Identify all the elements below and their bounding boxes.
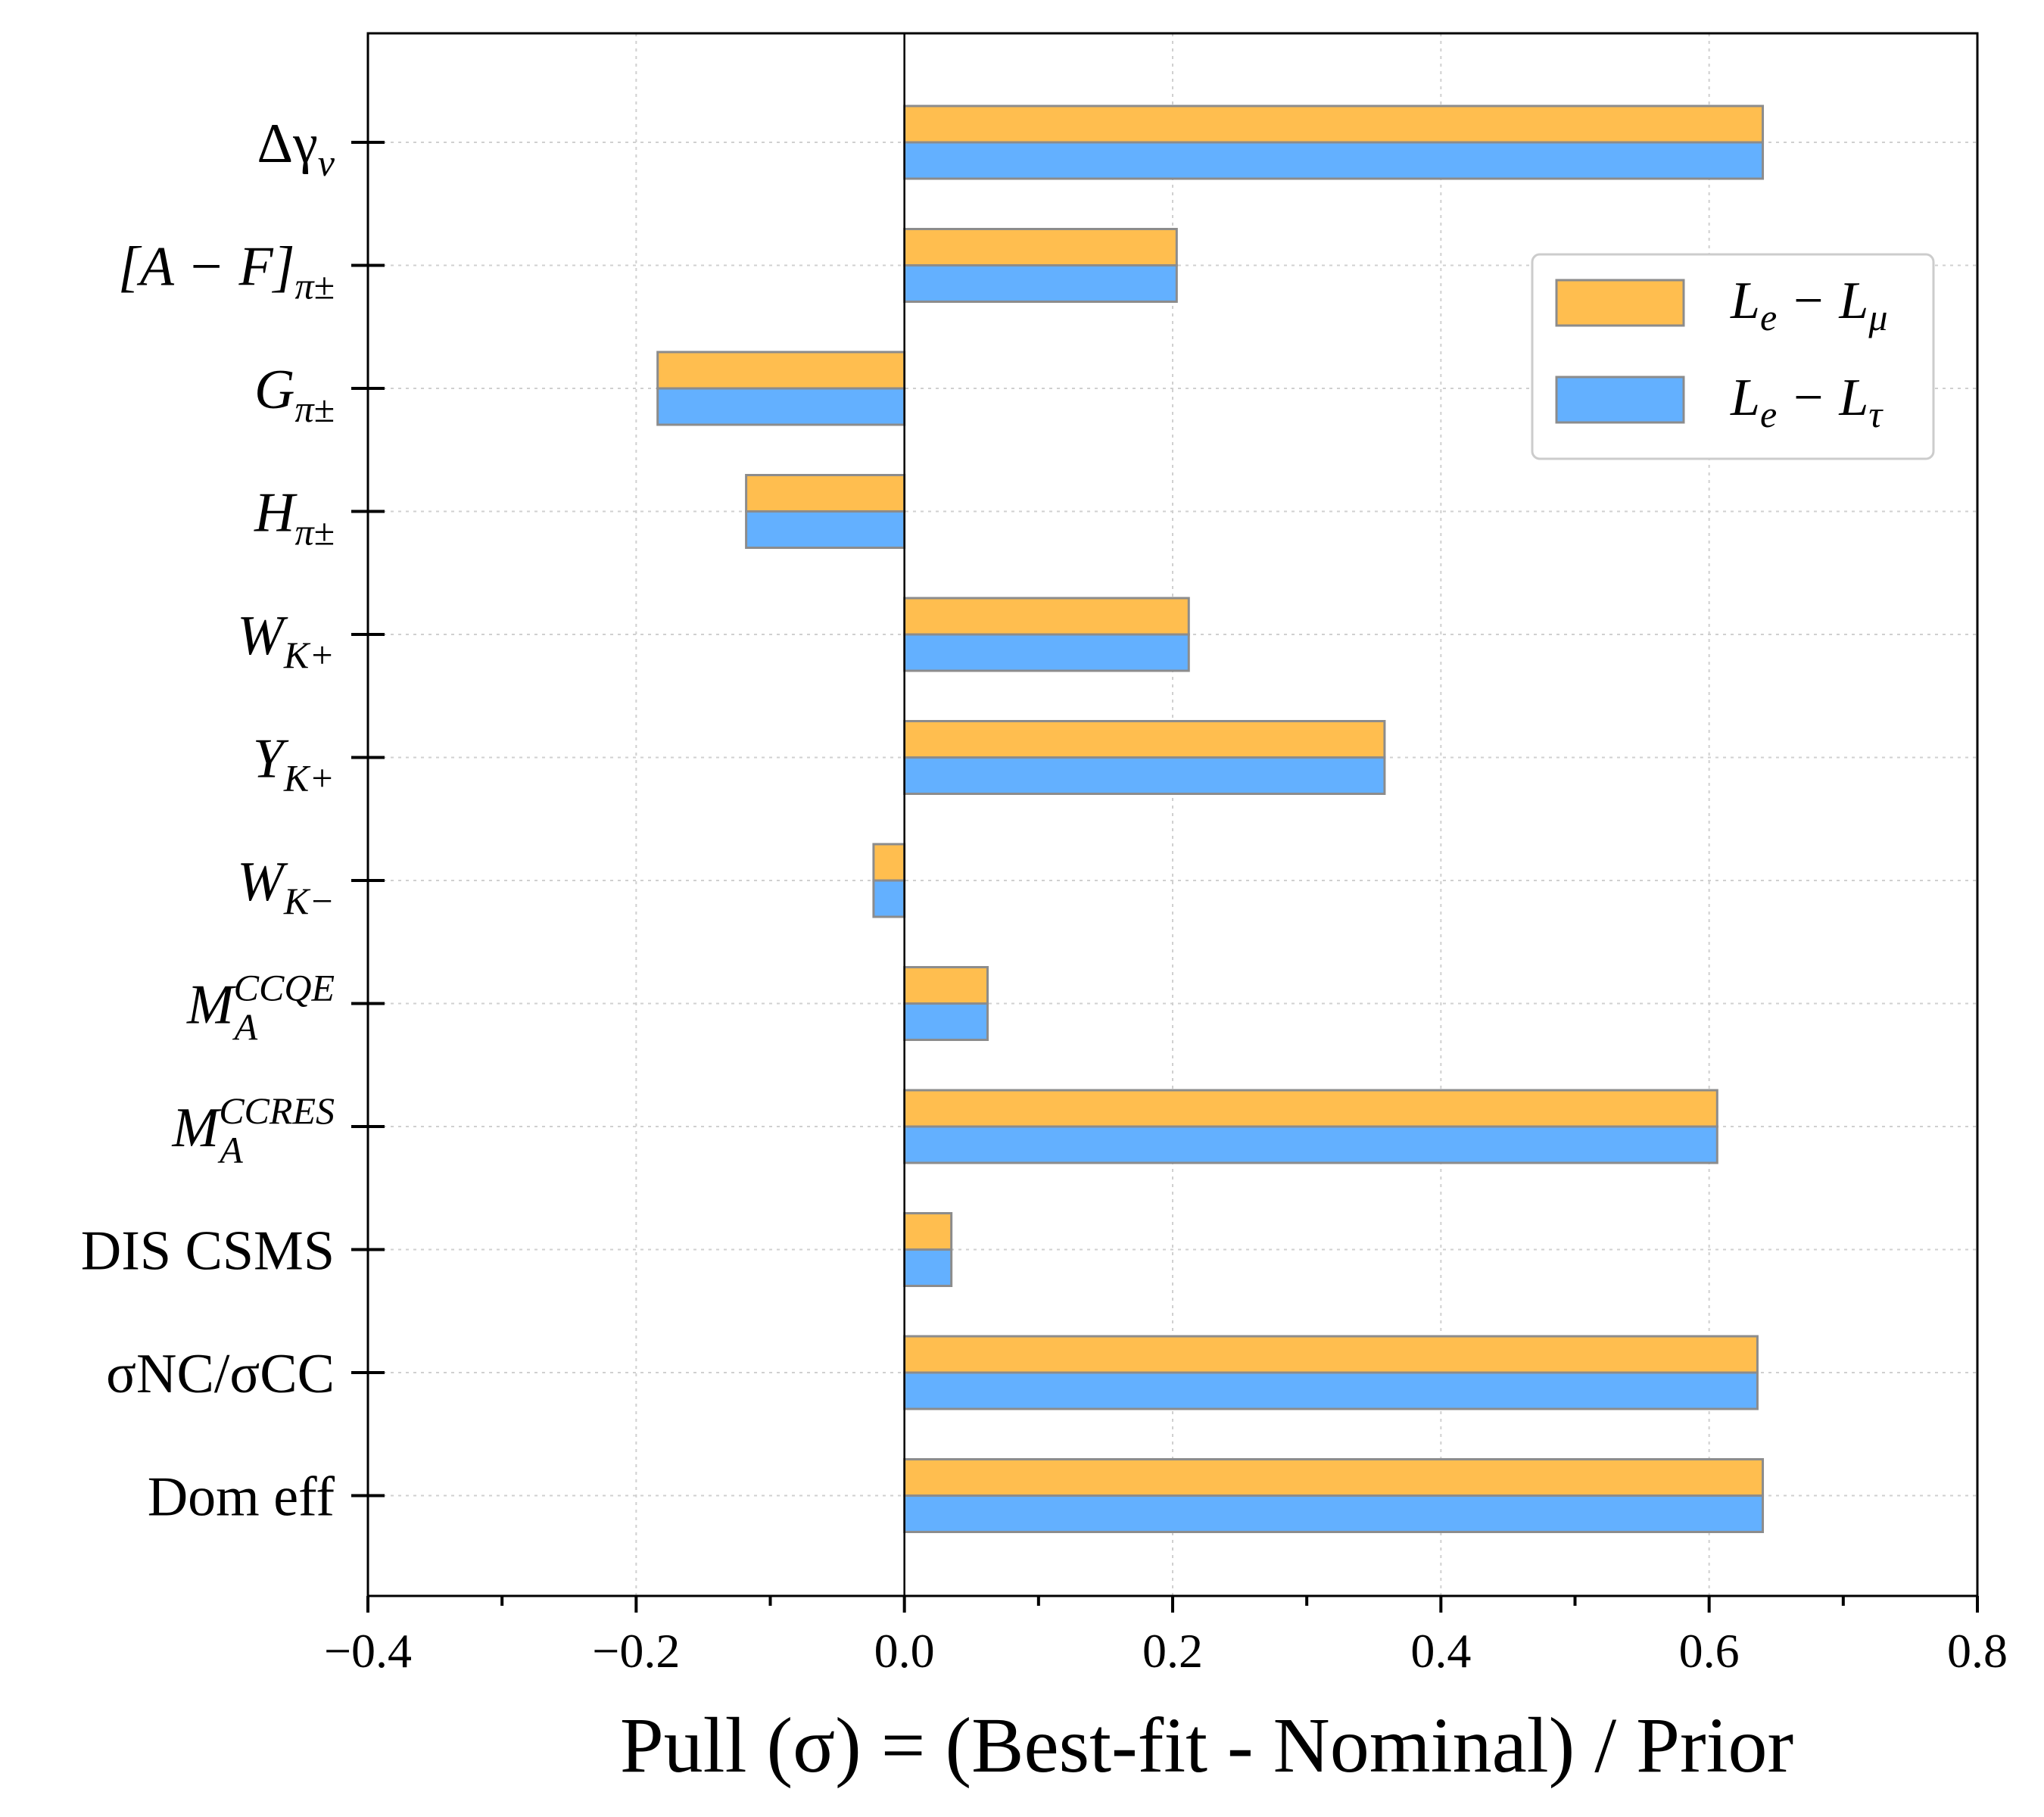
legend-label: Le − Lτ [1730,369,1884,435]
y-tick-label: σNC/σCC [106,1343,335,1405]
x-tick-label: 0.2 [1142,1624,1203,1678]
ticks [351,141,1979,1613]
bar-le-lmu [903,228,1178,266]
bar-le-ltau [745,510,906,549]
bar-le-ltau [656,387,906,426]
y-tick-label: WK+ [237,605,335,676]
y-tick-label: Hπ± [254,482,335,553]
bar-le-lmu [903,1212,953,1251]
y-tick-label: [A − F]π± [118,236,335,307]
bar-le-ltau [903,1002,989,1041]
legend-swatch [1555,376,1685,424]
bar-le-ltau [903,141,1765,180]
y-tick-label-subscript: A [232,1006,258,1049]
bar-le-ltau [903,1248,953,1287]
x-tick-label: 0.6 [1679,1624,1740,1678]
bar-le-lmu [656,351,906,390]
x-tick-label: 0.4 [1410,1624,1471,1678]
y-tick-label: Dom eff [148,1466,335,1529]
y-tick-label: DIS CSMS [81,1220,335,1282]
bar-le-lmu [903,1335,1759,1374]
x-axis-label: Pull (σ) = (Best-fit - Nominal) / Prior [620,1702,1793,1789]
bar-le-lmu [903,1089,1718,1128]
bar-le-lmu [903,597,1190,636]
bar-le-ltau [903,756,1386,795]
bar-le-lmu [872,843,906,882]
bar-le-ltau [872,879,906,918]
y-tick-label-subscript: A [217,1129,243,1171]
legend-swatch [1555,279,1685,327]
bars [656,104,1765,1533]
bar-le-ltau [903,1494,1765,1533]
tick-labels: −0.4 −0.2 0.0 0.2 0.4 0.6 0.8 Δγν [A − F]π± Gπ± Hπ… [81,113,2008,1678]
y-tick-label: YK+ [253,728,335,799]
bar-le-ltau [903,264,1178,303]
legend-label: Le − Lμ [1730,272,1887,338]
y-tick-label: Δγν [257,113,335,184]
bar-le-lmu [903,966,989,1005]
bar-le-lmu [903,1458,1765,1497]
x-tick-label: −0.2 [592,1624,680,1678]
y-tick-label: MCCQE [186,967,335,1036]
x-tick-label: 0.0 [874,1624,935,1678]
y-tick-label: MCCRES [172,1089,335,1159]
bar-le-ltau [903,1371,1759,1410]
y-tick-label: Gπ± [254,359,335,430]
bar-le-lmu [903,104,1765,144]
y-tick-label: WK− [237,851,335,922]
legend: Le − Lμ Le − Lτ [1531,253,1935,460]
bar-le-lmu [745,474,906,513]
x-tick-label: −0.4 [324,1624,412,1678]
x-tick-label: 0.8 [1947,1624,2008,1678]
bar-le-lmu [903,720,1386,759]
bar-le-ltau [903,1125,1718,1164]
bar-le-ltau [903,633,1190,672]
